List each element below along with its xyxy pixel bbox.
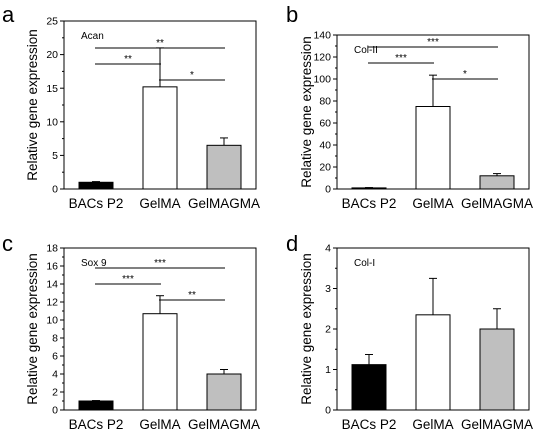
y-tick-label: 4 [52,369,58,381]
y-tick-label: 4 [325,243,331,255]
panel-letter-b: b [286,2,298,27]
y-tick-label: 140 [313,30,331,42]
y-tick-label: 1 [325,364,331,376]
y-tick-label: 40 [319,140,331,152]
y-axis-label: Relative gene expression [299,36,314,188]
y-tick-label: 100 [313,74,331,86]
significance-label: ** [188,290,196,301]
y-tick-label: 14 [46,279,58,291]
y-tick-label: 15 [46,83,58,95]
y-tick-label: 25 [46,16,58,28]
bar [479,175,515,190]
y-tick-label: 120 [313,52,331,64]
significance-label: * [463,69,467,80]
x-category-label: GelMAGMA [188,417,260,432]
gene-label: Col-II [354,45,378,56]
x-category-label: GelMA [139,417,180,432]
bar [415,106,451,190]
significance-label: * [190,70,194,81]
y-tick-label: 12 [46,297,58,309]
y-tick-label: 80 [319,96,331,108]
bar [206,373,242,411]
y-tick-label: 0 [325,184,331,196]
x-category-label: GelMA [412,196,453,211]
bar [479,328,515,411]
panel-letter-c: c [2,231,13,256]
panel-letter-a: a [2,2,15,27]
significance-label: *** [154,258,166,269]
y-tick-label: 16 [46,261,58,273]
chart-panel-c: c 0 2 4 6 8 10 12 14 16 18 Relative gene expression… [2,231,260,432]
bar [142,86,178,190]
x-category-label: GelMA [139,196,180,211]
y-tick-label: 18 [46,243,58,255]
significance-label: ** [156,38,164,49]
y-tick-label: 3 [325,283,331,295]
y-tick-label: 0 [52,184,58,196]
y-tick-label: 60 [319,118,331,130]
panel-letter-d: d [286,231,298,256]
y-tick-label: 6 [52,351,58,363]
y-tick-label: 10 [46,315,58,327]
bar [78,181,114,190]
significance-label: *** [395,53,407,64]
gene-label: Sox 9 [81,258,107,269]
x-category-label: BACs P2 [342,196,397,211]
y-tick-label: 5 [52,150,58,162]
significance-label: ** [124,54,132,65]
bar [351,364,387,411]
x-category-label: GelMAGMA [461,196,533,211]
y-tick-label: 20 [319,162,331,174]
bar [78,400,114,411]
gene-label: Col-I [354,258,375,269]
y-tick-label: 2 [325,324,331,336]
y-tick-label: 0 [52,405,58,417]
x-category-label: GelMAGMA [188,196,260,211]
bar [415,314,451,411]
y-axis-label: Relative gene expression [25,253,40,405]
bar [206,144,242,190]
y-tick-label: 0 [325,405,331,417]
bar [142,313,178,411]
x-category-label: BACs P2 [69,417,124,432]
y-tick-label: 10 [46,116,58,128]
significance-label: *** [427,37,439,48]
y-tick-label: 20 [46,49,58,61]
x-category-label: BACs P2 [342,417,397,432]
chart-panel-a: a 0 5 10 15 20 25 Relative gene expression Acan B… [2,2,260,211]
x-category-label: GelMA [412,417,453,432]
significance-label: *** [122,274,134,285]
y-axis-label: Relative gene expression [299,253,314,405]
gene-label: Acan [81,31,104,42]
chart-panel-d: d 0 1 2 3 4 Relative gene expression Col-I BACs … [286,231,533,432]
x-category-label: GelMAGMA [461,417,533,432]
y-axis-label: Relative gene expression [25,29,40,181]
y-tick-label: 2 [52,387,58,399]
y-tick-label: 8 [52,333,58,345]
x-category-label: BACs P2 [69,196,124,211]
